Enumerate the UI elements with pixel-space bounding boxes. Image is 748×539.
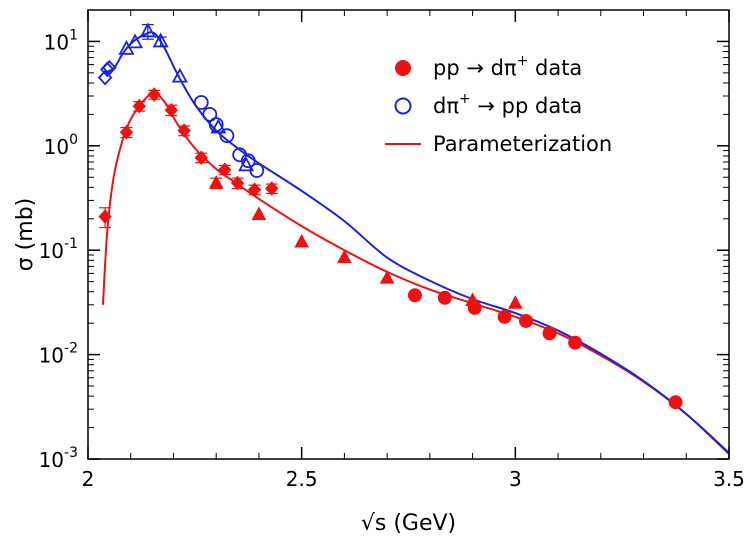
pp-data-point <box>247 182 262 197</box>
pp-data-point <box>265 181 279 196</box>
legend-text-main: Parameterization <box>433 132 612 156</box>
y-tick-exponent: 0 <box>69 132 78 148</box>
dpi-data-point <box>126 33 144 49</box>
pp-data-point <box>132 98 146 114</box>
dpi-data-point <box>240 153 256 169</box>
pp-data-point <box>542 326 557 341</box>
y-tick-label: 10-1 <box>39 236 78 263</box>
dpi-data-point <box>171 67 188 83</box>
pp-data-point <box>230 175 245 191</box>
pp-data-point <box>337 249 352 264</box>
dpi-data-point <box>97 69 113 86</box>
pp-data-point <box>147 87 161 102</box>
legend-text-sup: + <box>459 91 471 107</box>
parameterization-curves <box>101 31 729 455</box>
y-tick-label: 10-2 <box>39 341 78 368</box>
y-tick-base: 10 <box>39 344 64 368</box>
x-tick-label: 2 <box>82 467 95 491</box>
pp-data-point <box>194 150 208 165</box>
y-tick-label: 100 <box>44 132 78 159</box>
y-tick-label: 101 <box>44 27 78 54</box>
dpi-data-point <box>238 156 255 172</box>
legend-label-param: Parameterization <box>433 132 612 156</box>
legend-marker-open-circle <box>394 97 412 115</box>
y-tick-base: 10 <box>44 30 69 54</box>
legend-text-sup: + <box>517 53 529 69</box>
y-tick-base: 10 <box>39 239 64 263</box>
y-axis-title: σ (mb) <box>13 198 38 272</box>
pp-data-point <box>568 335 583 350</box>
tick-marks <box>87 9 730 460</box>
y-tick-exponent: 1 <box>69 27 78 43</box>
y-tick-base: 10 <box>39 448 64 472</box>
x-tick-label: 2.5 <box>286 467 318 491</box>
dpi-data-point <box>193 95 209 110</box>
legend-text-tail: data <box>528 56 582 80</box>
pp-data-point <box>98 209 112 224</box>
pp-data-point <box>208 174 224 189</box>
dpi-data-point <box>102 59 117 76</box>
x-tick-label: 3.5 <box>713 467 745 491</box>
legend-label-dpi_data: dπ+ → pp data <box>433 91 582 118</box>
legend-text-main: dπ <box>433 94 459 118</box>
pp-data-point <box>119 124 134 140</box>
x-tick-label: 3 <box>509 467 522 491</box>
dpi-data-point <box>219 128 235 144</box>
pp-data-point <box>668 395 683 410</box>
legend-label-pp_data: pp → dπ+ data <box>433 53 582 80</box>
pp-data-point <box>177 123 191 138</box>
y-tick-label: 10-3 <box>39 445 78 472</box>
data-points <box>97 22 683 410</box>
pp-data-point <box>507 295 523 309</box>
pp-data-point <box>497 309 512 324</box>
dpi-data-point <box>208 117 224 132</box>
pp-data-point <box>164 102 179 118</box>
dpi-data-point <box>249 163 265 178</box>
parameterization-curve <box>101 92 729 454</box>
x-axis-title: √s (GeV) <box>361 511 456 536</box>
y-tick-exponent: -3 <box>64 445 78 461</box>
dpi-data-point <box>139 22 156 38</box>
pp-data-point <box>218 162 232 177</box>
pp-data-point <box>437 290 452 305</box>
pp-data-point <box>379 270 395 284</box>
y-tick-base: 10 <box>44 135 69 159</box>
dpi-data-point <box>152 32 169 48</box>
dpi-data-point <box>210 118 227 134</box>
pp-data-point <box>251 206 267 220</box>
pp-data-point <box>519 313 534 328</box>
pp-data-point <box>467 300 482 315</box>
plot-frame <box>87 9 730 460</box>
y-tick-exponent: -2 <box>64 341 78 357</box>
pp-data-point <box>407 288 422 303</box>
parameterization-curve <box>102 31 729 455</box>
legend-text-tail: → pp data <box>471 94 583 118</box>
legend-marker-filled-circle <box>395 60 411 76</box>
y-tick-exponent: -1 <box>64 236 78 252</box>
legend-text-main: pp → dπ <box>433 56 517 80</box>
pp-data-point <box>294 233 310 248</box>
